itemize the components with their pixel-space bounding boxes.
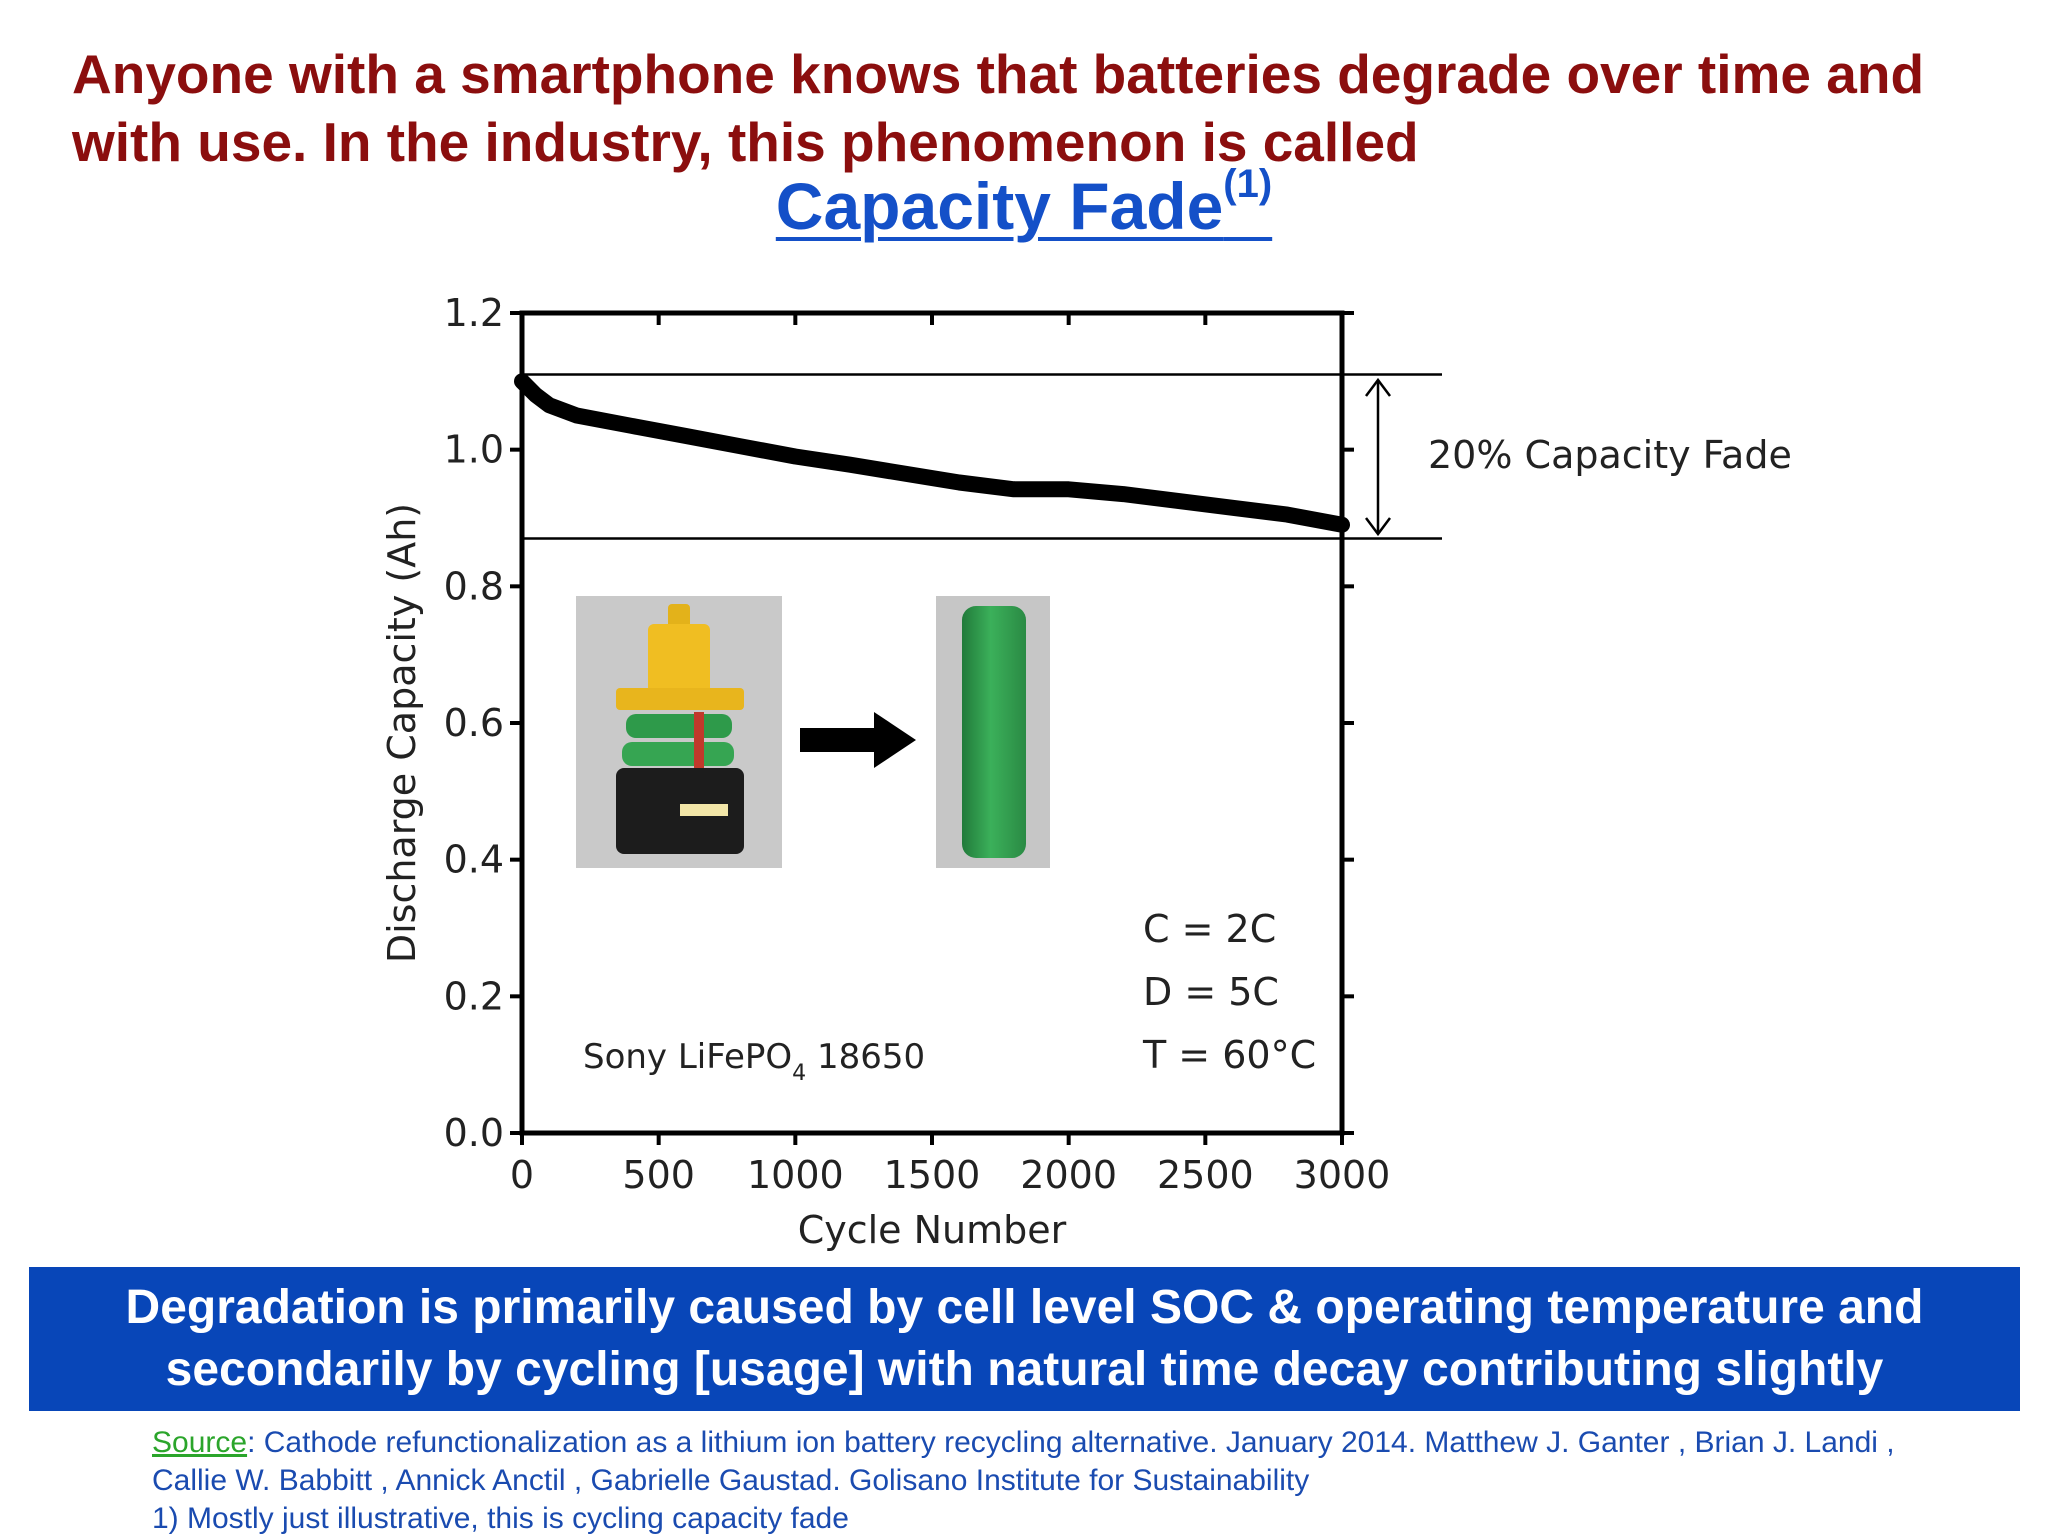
y-tick-label-0: 0.0: [444, 1111, 504, 1155]
pack-sticker: [680, 804, 728, 816]
series-line-capacity: [522, 381, 1342, 525]
x-tick-labels: 0 500 1000 1500 2000 2500 3000: [510, 1153, 1390, 1197]
pack-collar: [616, 688, 744, 710]
cell-label-sub: 4: [792, 1061, 806, 1086]
chart-anchor: [0, 0, 1, 1]
x-tick-label-0: 0: [510, 1153, 534, 1197]
source-text: : Cathode refunctionalization as a lithi…: [152, 1426, 1895, 1497]
pack-strap: [694, 712, 704, 770]
condition-discharge: D = 5C: [1143, 970, 1279, 1014]
battery-pack-photo: [576, 596, 782, 868]
x-tick-label-1: 500: [622, 1153, 695, 1197]
condition-temperature: T = 60°C: [1142, 1033, 1316, 1077]
cell-body: [962, 606, 1026, 858]
pack-cell-row-2: [622, 742, 734, 766]
arrow-shaft: [800, 728, 878, 752]
banner: Degradation is primarily caused by cell …: [29, 1267, 2020, 1411]
cell-label-main: Sony LiFePO: [583, 1037, 792, 1077]
y-tick-labels: 0.0 0.2 0.4 0.6 0.8 1.0 1.2: [444, 291, 504, 1155]
x-tick-label-3: 1500: [884, 1153, 981, 1197]
pack-cell-row-1: [626, 714, 732, 738]
x-tick-label-6: 3000: [1294, 1153, 1391, 1197]
y-tick-label-2: 0.4: [444, 838, 504, 882]
arrow-right-icon: [800, 712, 916, 768]
y-tick-label-1: 0.2: [444, 974, 504, 1018]
x-axis-label: Cycle Number: [798, 1208, 1067, 1252]
fade-arrow: [1366, 380, 1390, 534]
x-tick-label-2: 1000: [747, 1153, 844, 1197]
x-tick-label-4: 2000: [1020, 1153, 1117, 1197]
source-note: Source: Cathode refunctionalization as a…: [152, 1424, 1972, 1538]
condition-charge: C = 2C: [1143, 907, 1276, 951]
cell-label-tail: 18650: [806, 1037, 925, 1077]
fade-label: 20% Capacity Fade: [1428, 433, 1792, 477]
single-cell-photo: [936, 596, 1050, 868]
x-tick-label-5: 2500: [1157, 1153, 1254, 1197]
source-link[interactable]: Source: [152, 1426, 247, 1459]
pack-top-cap: [648, 624, 710, 694]
y-tick-label-5: 1.0: [444, 428, 504, 472]
footnote-text: 1) Mostly just illustrative, this is cyc…: [152, 1502, 849, 1535]
arrow-head: [874, 712, 916, 768]
y-tick-label-3: 0.6: [444, 701, 504, 745]
cell-label: Sony LiFePO4 18650: [583, 1037, 925, 1086]
y-axis-label: Discharge Capacity (Ah): [380, 503, 424, 963]
y-tick-label-4: 0.8: [444, 564, 504, 608]
y-tick-label-6: 1.2: [444, 291, 504, 335]
